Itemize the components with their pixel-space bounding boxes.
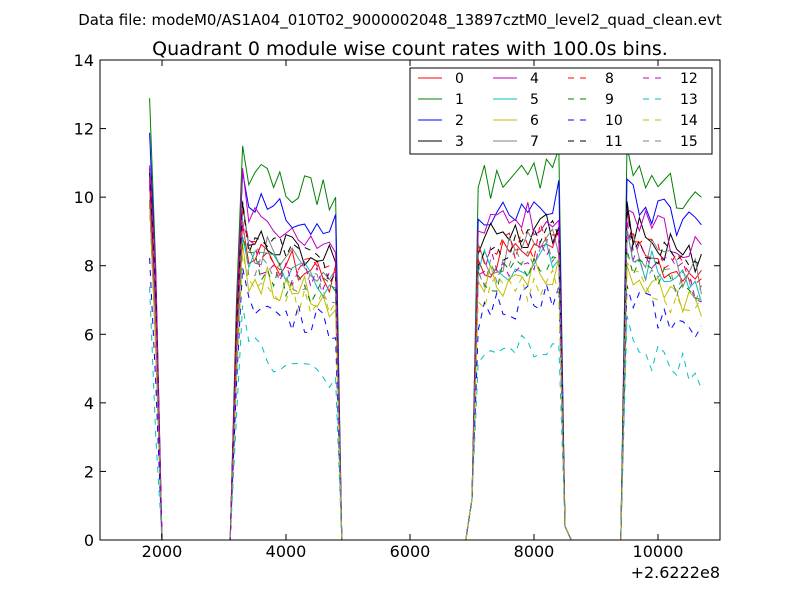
y-tick-label: 4	[84, 394, 94, 413]
legend-label-11: 11	[605, 134, 623, 150]
x-tick-label: 8000	[514, 542, 555, 561]
legend-label-0: 0	[455, 71, 464, 87]
chart-title: Quadrant 0 module wise count rates with …	[152, 38, 668, 60]
legend-label-10: 10	[605, 113, 623, 129]
legend-label-1: 1	[455, 92, 464, 108]
chart-suptitle: Data file: modeM0/AS1A04_010T02_90000020…	[78, 11, 722, 30]
x-tick-label: 10000	[633, 542, 684, 561]
x-axis-offset-label: +2.6222e8	[631, 563, 720, 582]
y-tick-label: 8	[84, 257, 94, 276]
legend-label-5: 5	[530, 92, 539, 108]
legend-label-4: 4	[530, 71, 539, 87]
series-line-6	[149, 200, 702, 540]
legend-label-15: 15	[680, 134, 698, 150]
series-line-9	[149, 203, 702, 540]
series-line-13	[149, 286, 702, 540]
legend-label-6: 6	[530, 113, 539, 129]
y-tick-label: 12	[74, 120, 94, 139]
y-tick-label: 14	[74, 51, 94, 70]
series-line-10	[149, 257, 702, 540]
legend-label-9: 9	[605, 92, 614, 108]
series-layer	[149, 98, 702, 540]
legend-label-8: 8	[605, 71, 614, 87]
legend-box	[409, 67, 713, 155]
y-tick-label: 10	[74, 188, 94, 207]
x-tick-label: 2000	[142, 542, 183, 561]
legend-label-7: 7	[530, 134, 539, 150]
legend-label-14: 14	[680, 113, 698, 129]
y-tick-label: 6	[84, 325, 94, 344]
series-line-1	[149, 98, 702, 540]
y-tick-label: 2	[84, 462, 94, 481]
legend-label-2: 2	[455, 113, 464, 129]
x-tick-label: 6000	[390, 542, 431, 561]
legend-label-3: 3	[455, 134, 464, 150]
x-tick-label: 4000	[266, 542, 307, 561]
legend-label-12: 12	[680, 71, 698, 87]
legend-label-13: 13	[680, 92, 698, 108]
series-line-4	[149, 165, 702, 540]
y-tick-label: 0	[84, 531, 94, 550]
